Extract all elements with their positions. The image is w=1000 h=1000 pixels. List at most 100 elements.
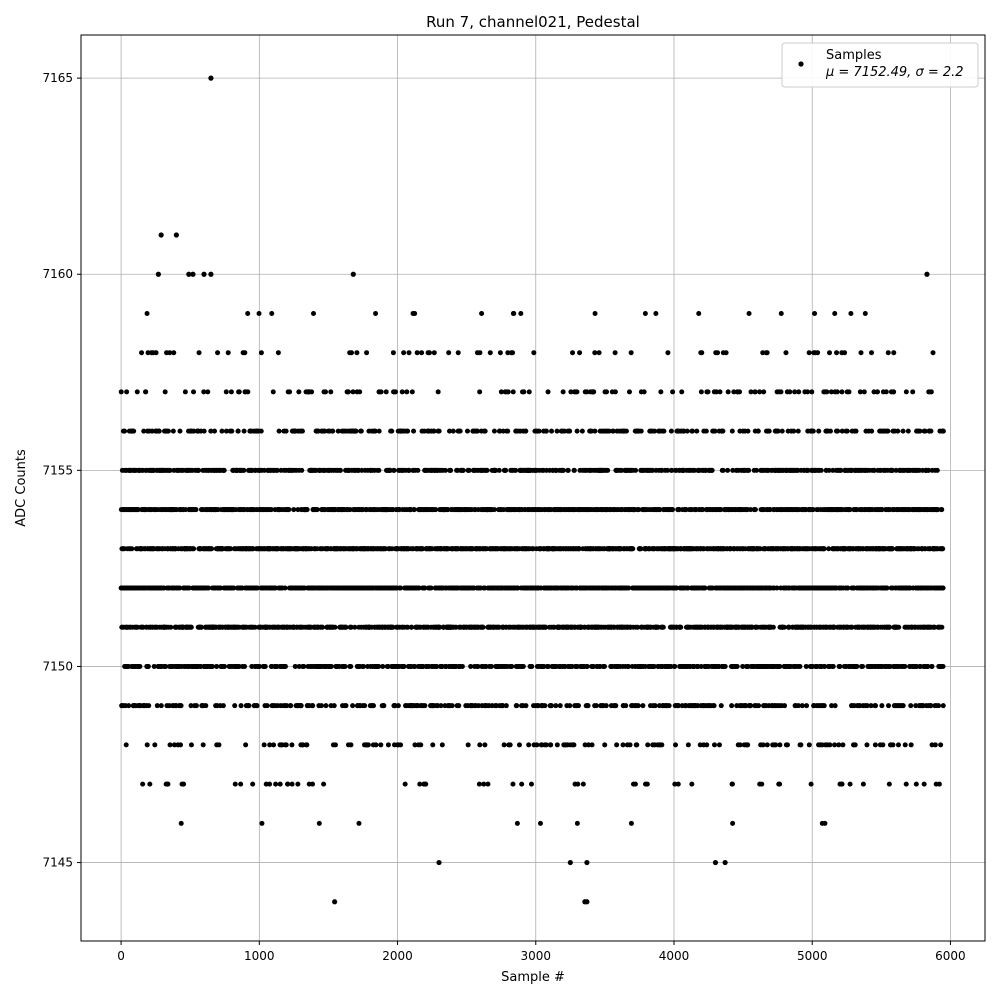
- data-point: [549, 428, 555, 434]
- data-point: [268, 507, 274, 513]
- data-point: [777, 663, 783, 669]
- data-point: [439, 742, 445, 748]
- data-point: [418, 742, 424, 748]
- data-point: [698, 389, 704, 395]
- data-point: [679, 389, 685, 395]
- data-point: [574, 820, 580, 826]
- data-point: [238, 781, 244, 787]
- data-point: [163, 663, 169, 669]
- data-point: [406, 350, 412, 356]
- data-point: [390, 624, 396, 630]
- data-point: [720, 428, 726, 434]
- data-point: [554, 742, 560, 748]
- data-point: [766, 428, 772, 434]
- data-point: [465, 742, 471, 748]
- data-point: [304, 742, 310, 748]
- data-point: [373, 742, 379, 748]
- data-point: [178, 703, 184, 709]
- data-point: [373, 310, 379, 316]
- data-point: [232, 703, 238, 709]
- data-point: [759, 781, 765, 787]
- data-point: [170, 428, 176, 434]
- data-point: [350, 389, 356, 395]
- data-point: [783, 350, 789, 356]
- data-point: [146, 703, 152, 709]
- data-point: [505, 428, 511, 434]
- data-point: [602, 742, 608, 748]
- data-point: [796, 389, 802, 395]
- data-point: [223, 389, 229, 395]
- data-point: [764, 742, 770, 748]
- data-point: [514, 703, 520, 709]
- data-point: [603, 703, 609, 709]
- data-point: [178, 742, 184, 748]
- data-point: [296, 389, 302, 395]
- data-point: [267, 781, 273, 787]
- data-point: [385, 742, 391, 748]
- data-point: [345, 389, 351, 395]
- data-point: [236, 663, 242, 669]
- data-point: [754, 467, 760, 473]
- data-point: [448, 467, 454, 473]
- data-point: [632, 781, 638, 787]
- data-point: [468, 663, 474, 669]
- data-point: [577, 350, 583, 356]
- data-point: [316, 820, 322, 826]
- data-point: [168, 624, 174, 630]
- data-point: [678, 624, 684, 630]
- data-point: [395, 703, 401, 709]
- data-point: [342, 663, 348, 669]
- data-point: [299, 467, 305, 473]
- data-point: [131, 428, 137, 434]
- data-point: [414, 350, 420, 356]
- data-point: [310, 310, 316, 316]
- data-point: [438, 703, 444, 709]
- data-point: [145, 663, 151, 669]
- data-point: [405, 428, 411, 434]
- data-point: [483, 663, 489, 669]
- data-point: [571, 467, 577, 473]
- data-point: [156, 428, 162, 434]
- data-point: [589, 742, 595, 748]
- data-point: [402, 781, 408, 787]
- data-point: [442, 467, 448, 473]
- data-point: [200, 742, 206, 748]
- data-point: [360, 663, 366, 669]
- data-point: [725, 467, 731, 473]
- data-point: [755, 428, 761, 434]
- data-point: [292, 663, 298, 669]
- data-point: [201, 389, 207, 395]
- data-point: [380, 663, 386, 669]
- data-point: [332, 624, 338, 630]
- data-point: [612, 350, 618, 356]
- data-point: [745, 428, 751, 434]
- data-point: [585, 703, 591, 709]
- data-point: [491, 507, 497, 513]
- data-point: [612, 389, 618, 395]
- data-point: [548, 703, 554, 709]
- data-point: [628, 820, 634, 826]
- data-point: [575, 703, 581, 709]
- data-point: [422, 703, 428, 709]
- data-point: [288, 703, 294, 709]
- data-point: [381, 703, 387, 709]
- data-point: [518, 310, 524, 316]
- data-point: [482, 742, 488, 748]
- data-point: [208, 428, 214, 434]
- data-point: [411, 507, 417, 513]
- data-point: [364, 350, 370, 356]
- data-point: [261, 742, 267, 748]
- data-point: [428, 585, 434, 591]
- data-point: [536, 428, 542, 434]
- data-point: [209, 663, 215, 669]
- data-point: [270, 389, 276, 395]
- data-point: [356, 820, 362, 826]
- data-point: [283, 742, 289, 748]
- data-point: [474, 428, 480, 434]
- data-point: [258, 350, 264, 356]
- data-point: [436, 428, 442, 434]
- data-point: [145, 350, 151, 356]
- data-point: [416, 585, 422, 591]
- data-point: [773, 742, 779, 748]
- data-point: [152, 742, 158, 748]
